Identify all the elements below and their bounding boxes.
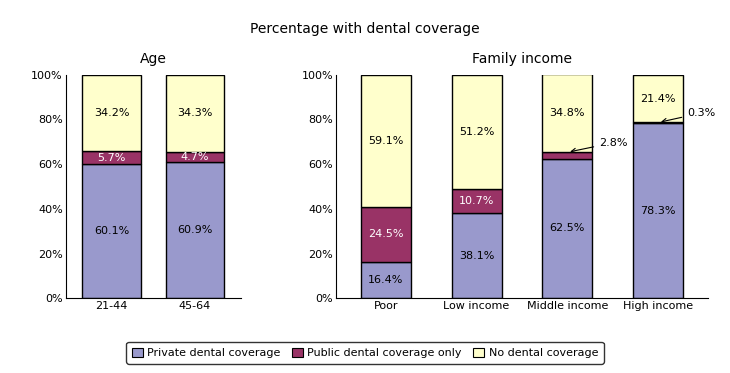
- Text: 34.8%: 34.8%: [550, 108, 585, 118]
- Text: 78.3%: 78.3%: [640, 206, 676, 216]
- Text: 10.7%: 10.7%: [459, 196, 494, 206]
- Bar: [452, 75, 502, 189]
- Text: 5.7%: 5.7%: [97, 153, 126, 163]
- Bar: [542, 74, 592, 152]
- Text: 59.1%: 59.1%: [368, 136, 404, 146]
- Text: 24.5%: 24.5%: [368, 229, 404, 239]
- Bar: [361, 207, 411, 262]
- Text: 34.2%: 34.2%: [94, 108, 129, 118]
- Text: Percentage with dental coverage: Percentage with dental coverage: [250, 22, 480, 37]
- Text: 0.3%: 0.3%: [662, 108, 715, 123]
- Title: Age: Age: [140, 53, 166, 66]
- Bar: [542, 152, 592, 159]
- Bar: [166, 75, 224, 151]
- Bar: [633, 75, 683, 122]
- Text: 60.1%: 60.1%: [94, 226, 129, 236]
- Text: 38.1%: 38.1%: [459, 251, 494, 261]
- Text: 2.8%: 2.8%: [572, 138, 628, 153]
- Legend: Private dental coverage, Public dental coverage only, No dental coverage: Private dental coverage, Public dental c…: [126, 342, 604, 364]
- Text: 4.7%: 4.7%: [181, 152, 210, 162]
- Text: 51.2%: 51.2%: [459, 127, 494, 137]
- Text: 16.4%: 16.4%: [368, 275, 404, 285]
- Bar: [361, 75, 411, 207]
- Title: Family income: Family income: [472, 53, 572, 66]
- Bar: [166, 162, 224, 298]
- Text: 34.3%: 34.3%: [177, 108, 212, 118]
- Bar: [633, 122, 683, 123]
- Bar: [452, 213, 502, 298]
- Text: 21.4%: 21.4%: [640, 94, 676, 104]
- Bar: [452, 189, 502, 213]
- Bar: [82, 75, 141, 151]
- Bar: [82, 151, 141, 164]
- Text: 60.9%: 60.9%: [177, 225, 212, 235]
- Bar: [361, 262, 411, 298]
- Bar: [82, 164, 141, 298]
- Bar: [166, 151, 224, 162]
- Bar: [542, 159, 592, 298]
- Bar: [633, 123, 683, 298]
- Text: 62.5%: 62.5%: [550, 223, 585, 233]
